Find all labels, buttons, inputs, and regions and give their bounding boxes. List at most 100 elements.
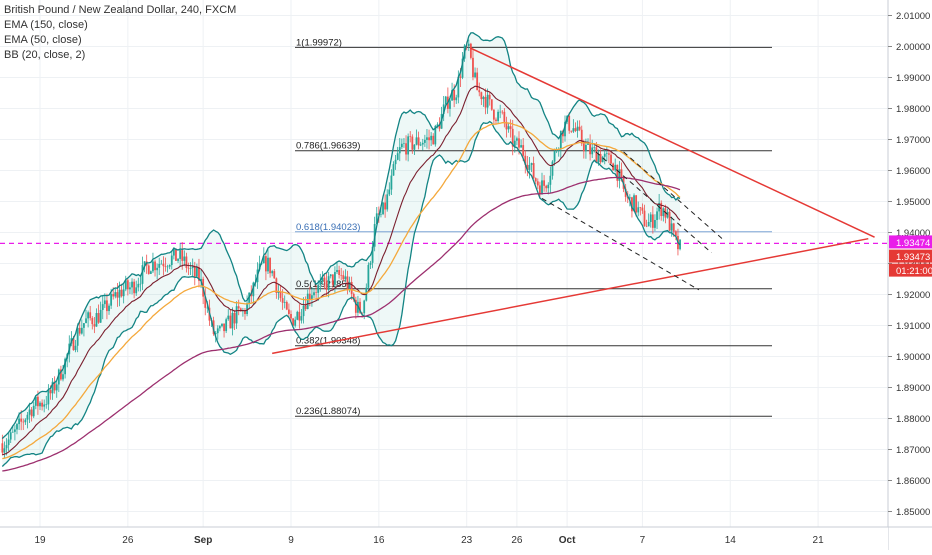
candle-body <box>7 439 10 446</box>
candle-body <box>26 414 29 420</box>
candle-body <box>344 276 347 280</box>
candle-body <box>539 185 541 195</box>
candle-body <box>18 418 20 425</box>
candle-body <box>216 328 219 334</box>
candle-body <box>93 324 96 327</box>
candle-body <box>239 308 242 312</box>
candle-body <box>469 43 472 58</box>
candle-body <box>87 312 90 319</box>
time-tick-label: 14 <box>725 535 737 546</box>
candle-body <box>403 143 405 144</box>
candle-body <box>357 301 359 313</box>
candle-body <box>499 111 502 113</box>
candle-body <box>51 381 54 394</box>
fib-level-label: 0.786(1.96639) <box>296 141 360 152</box>
candle-body <box>635 195 638 213</box>
candle-body <box>585 144 587 152</box>
candle-body <box>64 358 66 375</box>
candle-body <box>45 404 48 405</box>
price-tick-label: 1.95000 <box>896 197 930 208</box>
candle-body <box>321 277 324 282</box>
price-tick-label: 1.92000 <box>896 290 930 301</box>
candle-body <box>218 326 221 329</box>
candle-body <box>605 153 608 154</box>
candle-body <box>233 312 236 324</box>
candle-body <box>509 126 512 129</box>
candle-body <box>476 72 479 91</box>
candle-body <box>392 164 395 176</box>
candle-body <box>166 266 169 268</box>
candle-body <box>3 448 6 453</box>
candle-body <box>20 418 23 422</box>
fib-level-label: 1(1.99972) <box>296 37 342 48</box>
candle-body <box>110 294 113 306</box>
candle-body <box>279 291 282 299</box>
candle-body <box>62 374 64 380</box>
candle-body <box>89 312 92 319</box>
candle-body <box>411 136 414 150</box>
candle-body <box>168 265 171 267</box>
candle-body <box>306 293 309 310</box>
candle-body <box>300 316 303 321</box>
candle-body <box>116 292 119 298</box>
candle-body <box>359 301 361 313</box>
candle-body <box>639 207 642 208</box>
fibonacci-levels: 1(1.99972) 0.786(1.96639) 0.618(1.94023) 0.… <box>295 37 772 417</box>
candle-body <box>593 147 596 148</box>
price-tick-label: 1.87000 <box>896 445 930 456</box>
candle-body <box>9 432 12 440</box>
candle-body <box>1 443 4 453</box>
candle-body <box>484 96 487 108</box>
candle-body <box>325 281 328 290</box>
candle-body <box>444 96 447 105</box>
candle-body <box>396 153 399 160</box>
candle-body <box>361 312 364 314</box>
price-tick-label: 2.01000 <box>896 11 930 22</box>
candle-body <box>294 319 297 326</box>
fib-level-label: 0.618(1.94023) <box>296 222 360 233</box>
candle-body <box>430 135 433 141</box>
price-tag-label: 1.93474 <box>896 238 930 249</box>
candle-body <box>158 263 161 268</box>
candle-body <box>409 136 412 137</box>
candle-body <box>30 409 33 417</box>
candle-body <box>643 210 646 226</box>
indicator-bollinger[interactable]: BB (20, close, 2) <box>4 49 86 61</box>
candle-body <box>501 111 504 113</box>
candle-body <box>461 58 464 78</box>
indicator-ema150[interactable]: EMA (150, close) <box>4 19 88 31</box>
candle-body <box>206 307 209 309</box>
time-axis: 19 26 Sep 9 16 23 26 Oct 7 14 21 <box>0 526 932 550</box>
candle-body <box>618 169 621 181</box>
candle-body <box>112 294 115 297</box>
candle-body <box>480 92 483 100</box>
candle-body <box>524 155 527 165</box>
candle-body <box>149 271 152 274</box>
candle-body <box>319 281 322 285</box>
candle-body <box>34 396 37 406</box>
candle-body <box>47 390 50 405</box>
candle-body <box>672 223 675 232</box>
candle-body <box>415 137 418 145</box>
candle-body <box>570 130 573 132</box>
candle-body <box>60 369 62 380</box>
candle-body <box>363 300 366 314</box>
candle-body <box>597 154 600 163</box>
candle-body <box>451 90 453 101</box>
candle-body <box>616 164 619 181</box>
candle-body <box>49 390 52 394</box>
indicator-ema50[interactable]: EMA (50, close) <box>4 34 82 46</box>
bollinger-basis-line <box>2 85 681 456</box>
candle-body <box>223 323 225 332</box>
candle-body <box>474 72 476 78</box>
candle-body <box>338 270 341 275</box>
candle-body <box>532 163 535 179</box>
candle-body <box>154 261 156 271</box>
candle-body <box>384 202 387 210</box>
candle-body <box>164 266 167 267</box>
candle-body <box>99 309 102 323</box>
candle-body <box>419 144 422 146</box>
candle-body <box>267 257 269 272</box>
